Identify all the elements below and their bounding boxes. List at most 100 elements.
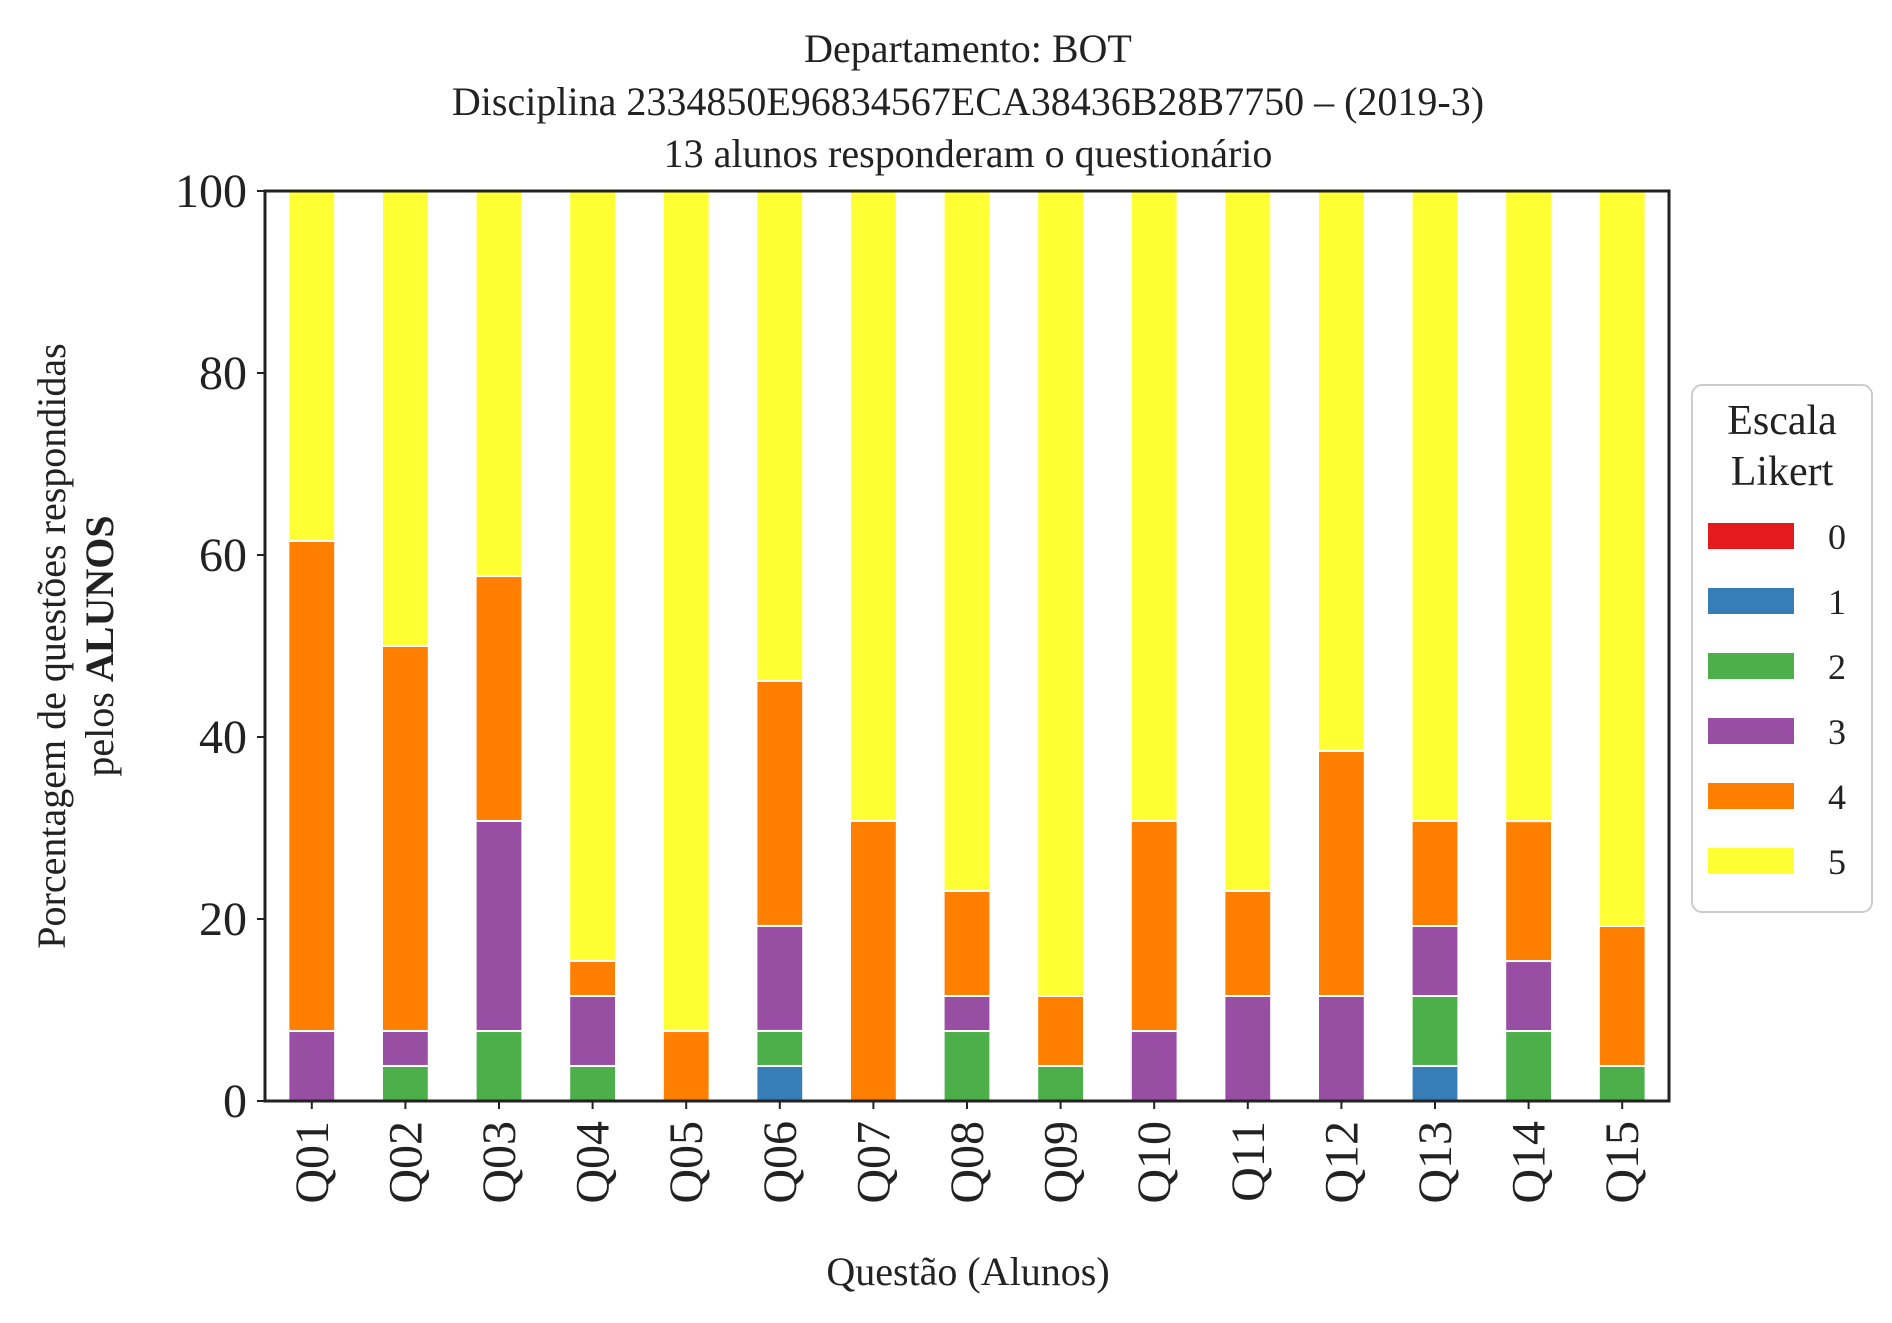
bar-q06-scale-1	[755, 1064, 805, 1102]
legend-frame	[1691, 384, 1873, 913]
legend-label-1: 1	[1828, 582, 1846, 622]
x-tick-label-q09: Q09	[1035, 1121, 1088, 1204]
bar-q10-scale-5	[1129, 190, 1179, 822]
legend-title-line-1: Escala	[1727, 398, 1837, 444]
bar-q09-scale-4	[1036, 994, 1085, 1067]
bar-q11-scale-3	[1223, 994, 1273, 1102]
bar-q10-scale-4	[1129, 819, 1179, 1033]
bar-q11-scale-5	[1223, 190, 1273, 892]
x-tick-label-q14: Q14	[1503, 1121, 1556, 1204]
y-axis-label-line-2: pelos ALUNOS	[77, 515, 122, 776]
x-tick-label-q05: Q05	[660, 1121, 713, 1204]
legend-label-4: 4	[1828, 777, 1846, 817]
y-tick-label-20: 20	[199, 893, 247, 946]
y-tick-label-80: 80	[199, 347, 247, 400]
bar-q04-scale-4	[568, 959, 618, 997]
bar-q06-scale-3	[755, 924, 805, 1032]
x-tick-label-q15: Q15	[1596, 1121, 1649, 1204]
legend: Escala Likert 0 1 2 3 4 5	[1691, 384, 1873, 913]
bar-q03-scale-5	[474, 190, 524, 578]
bar-q12-scale-4	[1317, 750, 1366, 997]
bars-layer	[287, 189, 1647, 1103]
bar-q03-scale-3	[474, 819, 524, 1033]
y-axis-ticks: 0 20 40 60 80 100	[175, 165, 265, 1128]
y-axis-label: Porcentagem de questões respondidas pelo…	[29, 343, 122, 948]
bar-q02-scale-3	[381, 1029, 430, 1067]
x-axis-ticks: Q01 Q02 Q03 Q04 Q05 Q06 Q07 Q08 Q09 Q10 Q11 Q12 Q13 Q…	[286, 1101, 1649, 1204]
bar-q13-scale-2	[1410, 994, 1460, 1067]
x-tick-label-q04: Q04	[567, 1121, 620, 1204]
bar-q07-scale-5	[849, 190, 898, 822]
bar-q13-scale-1	[1410, 1064, 1460, 1102]
bar-q08-scale-5	[942, 190, 992, 892]
bar-q05-scale-5	[661, 190, 711, 1033]
legend-swatch-4	[1708, 783, 1794, 809]
bar-q01-scale-5	[287, 190, 337, 542]
legend-swatch-3	[1708, 718, 1794, 744]
legend-label-3: 3	[1828, 712, 1846, 752]
legend-swatch-5	[1708, 848, 1794, 874]
bar-q01-scale-3	[287, 1030, 337, 1103]
x-tick-label-q13: Q13	[1409, 1121, 1462, 1204]
x-tick-label-q02: Q02	[379, 1121, 432, 1204]
legend-label-0: 0	[1828, 517, 1846, 557]
bar-q14-scale-2	[1504, 1030, 1553, 1103]
bar-q04-scale-3	[568, 994, 618, 1067]
bar-q02-scale-2	[381, 1064, 430, 1102]
bar-q15-scale-4	[1597, 925, 1647, 1067]
bar-q08-scale-3	[942, 994, 992, 1033]
bar-q14-scale-3	[1504, 960, 1553, 1033]
bar-q06-scale-2	[755, 1029, 805, 1067]
bar-q02-scale-4	[381, 644, 430, 1032]
bar-q03-scale-4	[474, 575, 524, 822]
legend-title-line-2: Likert	[1731, 449, 1834, 495]
bar-q15-scale-5	[1597, 190, 1647, 928]
bar-q14-scale-4	[1504, 820, 1553, 963]
bar-q10-scale-3	[1129, 1030, 1179, 1103]
bar-q09-scale-2	[1036, 1064, 1085, 1102]
chart-title-line-3: 13 alunos responderam o questionário	[664, 131, 1273, 176]
x-tick-label-q10: Q10	[1128, 1121, 1181, 1204]
bar-q04-scale-2	[568, 1064, 618, 1102]
bar-q12-scale-5	[1317, 190, 1366, 753]
bar-q06-scale-5	[755, 189, 805, 682]
legend-label-2: 2	[1828, 647, 1846, 687]
x-tick-label-q01: Q01	[286, 1121, 339, 1204]
bar-q12-scale-3	[1317, 994, 1366, 1102]
bar-q05-scale-4	[661, 1030, 711, 1103]
y-tick-label-100: 100	[175, 165, 247, 218]
x-axis-label: Questão (Alunos)	[826, 1249, 1109, 1294]
bar-q09-scale-5	[1036, 190, 1085, 997]
bar-q01-scale-4	[287, 539, 337, 1033]
legend-swatch-1	[1708, 588, 1794, 614]
x-tick-label-q12: Q12	[1315, 1121, 1368, 1204]
x-tick-label-q06: Q06	[754, 1121, 807, 1204]
bar-q13-scale-3	[1410, 925, 1460, 997]
chart-title-line-1: Departamento: BOT	[804, 26, 1132, 71]
x-tick-label-q03: Q03	[473, 1121, 526, 1204]
bar-q14-scale-5	[1504, 190, 1553, 823]
bar-q08-scale-4	[942, 889, 992, 997]
y-axis-label-bold: ALUNOS	[77, 515, 122, 682]
bar-q03-scale-2	[474, 1030, 524, 1103]
x-tick-label-q11: Q11	[1222, 1121, 1275, 1202]
legend-swatch-0	[1708, 523, 1794, 549]
y-tick-label-0: 0	[223, 1075, 247, 1128]
chart-title: Departamento: BOT Disciplina 2334850E968…	[452, 26, 1484, 176]
y-tick-label-40: 40	[199, 711, 247, 764]
bar-q13-scale-5	[1410, 190, 1460, 822]
x-tick-label-q07: Q07	[847, 1121, 900, 1204]
bar-q15-scale-2	[1597, 1064, 1647, 1102]
y-axis-label-prefix: pelos	[77, 682, 122, 776]
y-tick-label-60: 60	[199, 529, 247, 582]
chart-title-line-2: Disciplina 2334850E96834567ECA38436B28B7…	[452, 79, 1484, 124]
legend-label-5: 5	[1828, 842, 1846, 882]
bar-q08-scale-2	[942, 1030, 992, 1103]
bar-q02-scale-5	[381, 189, 430, 647]
legend-swatch-2	[1708, 653, 1794, 679]
x-tick-label-q08: Q08	[941, 1121, 994, 1204]
bar-q13-scale-4	[1410, 819, 1460, 927]
bar-q04-scale-5	[568, 189, 618, 962]
